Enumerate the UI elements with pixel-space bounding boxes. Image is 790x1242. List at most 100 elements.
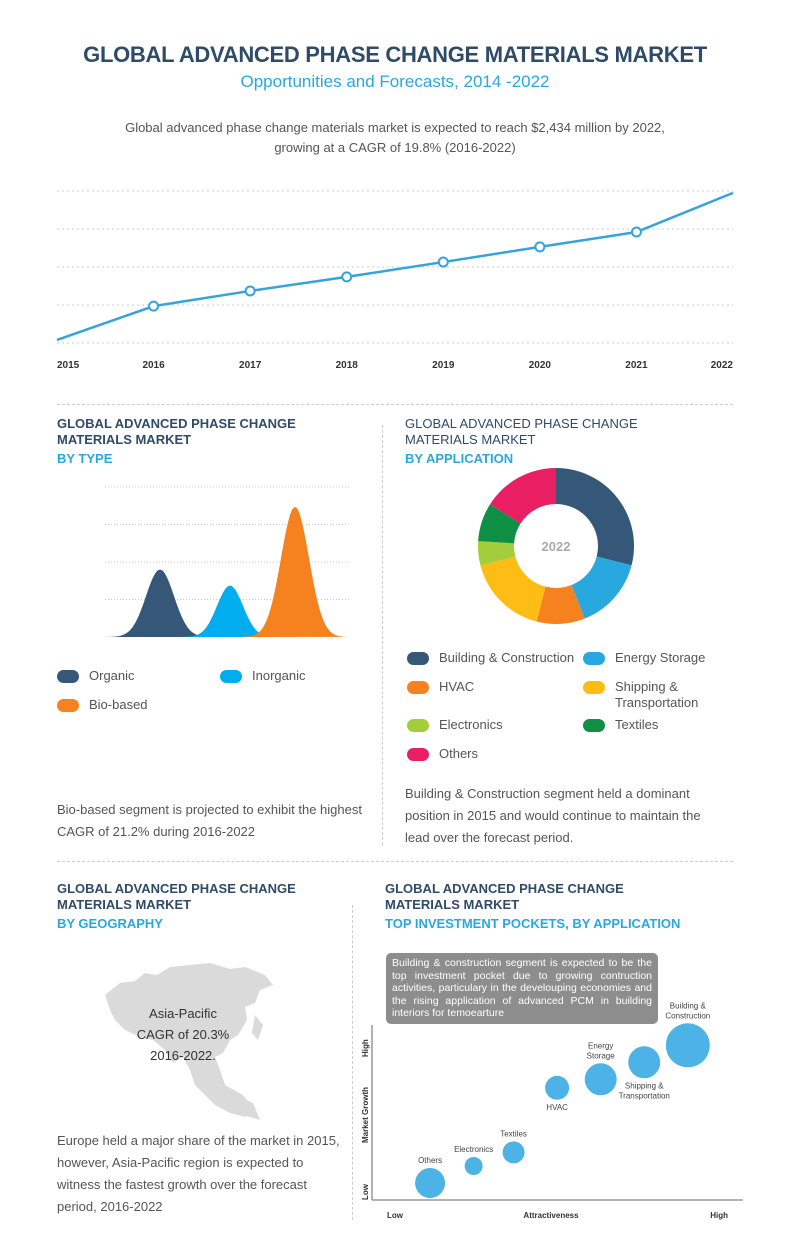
x-tick-label: 2018 bbox=[336, 360, 359, 371]
donut-slice bbox=[490, 468, 556, 524]
legend-item: Shipping & Transportation bbox=[583, 679, 703, 711]
donut-slice bbox=[478, 504, 521, 544]
area-inorganic bbox=[175, 585, 285, 637]
type-title-2: MATERIALS MARKET bbox=[57, 432, 192, 447]
type-title-1: GLOBAL ADVANCED PHASE CHANGE bbox=[57, 416, 296, 431]
x-tick-label: 2016 bbox=[142, 360, 165, 371]
bubble-label: Textiles bbox=[500, 1129, 527, 1138]
intro-line-2: growing at a CAGR of 19.8% (2016-2022) bbox=[274, 140, 516, 155]
column-divider bbox=[382, 425, 383, 845]
legend-inorganic: Inorganic bbox=[220, 668, 305, 684]
bubble-label: Storage bbox=[587, 1051, 616, 1060]
data-point-2020 bbox=[534, 241, 546, 253]
x-tick-label: 2017 bbox=[239, 360, 262, 371]
type-subtitle: BY TYPE bbox=[57, 451, 113, 466]
x-tick-label: 2021 bbox=[625, 360, 648, 371]
application-section-header: GLOBAL ADVANCED PHASE CHANGE MATERIALS M… bbox=[405, 416, 638, 467]
type-area-chart bbox=[105, 486, 350, 637]
series-line bbox=[56, 191, 734, 342]
x-axis-low-label: Low bbox=[387, 1211, 404, 1220]
legend-item: Energy Storage bbox=[583, 650, 705, 666]
legend-swatch bbox=[407, 748, 429, 761]
market-line-chart: 2015 2016 2017 2018 2019 2020 2021 2022 bbox=[56, 190, 734, 371]
intro-text: Global advanced phase change materials m… bbox=[100, 118, 690, 158]
legend-label: Bio-based bbox=[89, 697, 148, 712]
type-note: Bio-based segment is projected to exhibi… bbox=[57, 802, 362, 839]
legend-label: Energy Storage bbox=[615, 650, 706, 665]
bubble-label: Transportation bbox=[619, 1091, 670, 1100]
geography-title-1: GLOBAL ADVANCED PHASE CHANGE bbox=[57, 881, 296, 896]
investment-section-header: GLOBAL ADVANCED PHASE CHANGE MATERIALS M… bbox=[385, 881, 680, 932]
bubble-label: Construction bbox=[665, 1011, 710, 1020]
asia-map bbox=[105, 963, 273, 1120]
application-subtitle: BY APPLICATION bbox=[405, 451, 514, 466]
investment-callout: Building & construction segment is expec… bbox=[386, 953, 658, 1024]
legend-label: HVAC bbox=[439, 679, 475, 694]
investment-title-1: GLOBAL ADVANCED PHASE CHANGE bbox=[385, 881, 624, 896]
bubble bbox=[415, 1168, 446, 1198]
legend-label: Textiles bbox=[615, 717, 659, 732]
legend-swatch bbox=[407, 652, 429, 665]
bubble-label: Building & bbox=[670, 1001, 707, 1010]
geography-section-header: GLOBAL ADVANCED PHASE CHANGE MATERIALS M… bbox=[57, 881, 296, 932]
x-tick-label: 2022 bbox=[711, 360, 734, 371]
legend-swatch bbox=[583, 719, 605, 732]
legend-swatch bbox=[583, 652, 605, 665]
legend-swatch bbox=[407, 681, 429, 694]
legend-swatch bbox=[407, 719, 429, 732]
application-title-2: MATERIALS MARKET bbox=[405, 432, 536, 447]
bubble-label: Others bbox=[418, 1156, 442, 1165]
donut-slice bbox=[556, 468, 634, 566]
legend-label: Organic bbox=[89, 668, 135, 683]
column-divider bbox=[352, 905, 353, 1220]
legend-swatch bbox=[57, 699, 79, 712]
type-section-header: GLOBAL ADVANCED PHASE CHANGE MATERIALS M… bbox=[57, 416, 296, 467]
legend-item: HVAC bbox=[407, 679, 474, 695]
bubble-label: Shipping & bbox=[625, 1081, 664, 1090]
bubble-label: Electronics bbox=[454, 1145, 493, 1154]
bubble bbox=[665, 1023, 710, 1068]
legend-label: Building & Construction bbox=[439, 650, 575, 665]
legend-swatch bbox=[220, 670, 242, 683]
legend-item: Building & Construction bbox=[407, 650, 574, 666]
geography-subtitle: BY GEOGRAPHY bbox=[57, 916, 163, 931]
area-organic bbox=[105, 569, 215, 637]
bubble bbox=[584, 1063, 617, 1096]
legend-label: Others bbox=[439, 746, 479, 761]
map-label-region: Asia-Pacific bbox=[149, 1006, 217, 1021]
legend-bio-based: Bio-based bbox=[57, 697, 148, 713]
page-subtitle: Opportunities and Forecasts, 2014 -2022 bbox=[240, 72, 550, 91]
section-divider bbox=[57, 861, 733, 862]
legend-item: Others bbox=[407, 746, 478, 762]
legend-item: Electronics bbox=[407, 717, 503, 733]
bubble bbox=[545, 1075, 570, 1100]
donut-slice bbox=[480, 556, 546, 622]
donut-slice bbox=[478, 541, 516, 566]
bubble-label: HVAC bbox=[546, 1103, 568, 1112]
bubble bbox=[628, 1046, 661, 1079]
legend-label: Electronics bbox=[439, 717, 503, 732]
investment-subtitle: TOP INVESTMENT POCKETS, BY APPLICATION bbox=[385, 916, 681, 931]
bubble-label: Energy bbox=[588, 1041, 613, 1050]
x-axis-high-label: High bbox=[710, 1211, 728, 1220]
bubble bbox=[502, 1141, 525, 1164]
area-bio-based bbox=[240, 507, 350, 637]
donut-slice bbox=[536, 585, 585, 624]
donut-slice bbox=[571, 556, 632, 619]
application-title-1: GLOBAL ADVANCED PHASE CHANGE bbox=[405, 416, 638, 431]
legend-item: Textiles bbox=[583, 717, 658, 733]
legend-label: Inorganic bbox=[252, 668, 306, 683]
x-tick-label: 2020 bbox=[529, 360, 552, 371]
legend-organic: Organic bbox=[57, 668, 135, 684]
map-label-period: 2016-2022. bbox=[150, 1048, 216, 1063]
data-point-2019 bbox=[437, 256, 449, 268]
data-point-2017 bbox=[244, 285, 256, 297]
y-axis-title: Market Growth bbox=[361, 1087, 370, 1143]
data-point-2016 bbox=[148, 300, 160, 312]
data-point-2018 bbox=[341, 271, 353, 283]
x-tick-label: 2015 bbox=[57, 360, 80, 371]
legend-swatch bbox=[57, 670, 79, 683]
section-divider bbox=[57, 404, 733, 405]
legend-swatch bbox=[583, 681, 605, 694]
x-axis-title: Attractiveness bbox=[523, 1211, 579, 1220]
